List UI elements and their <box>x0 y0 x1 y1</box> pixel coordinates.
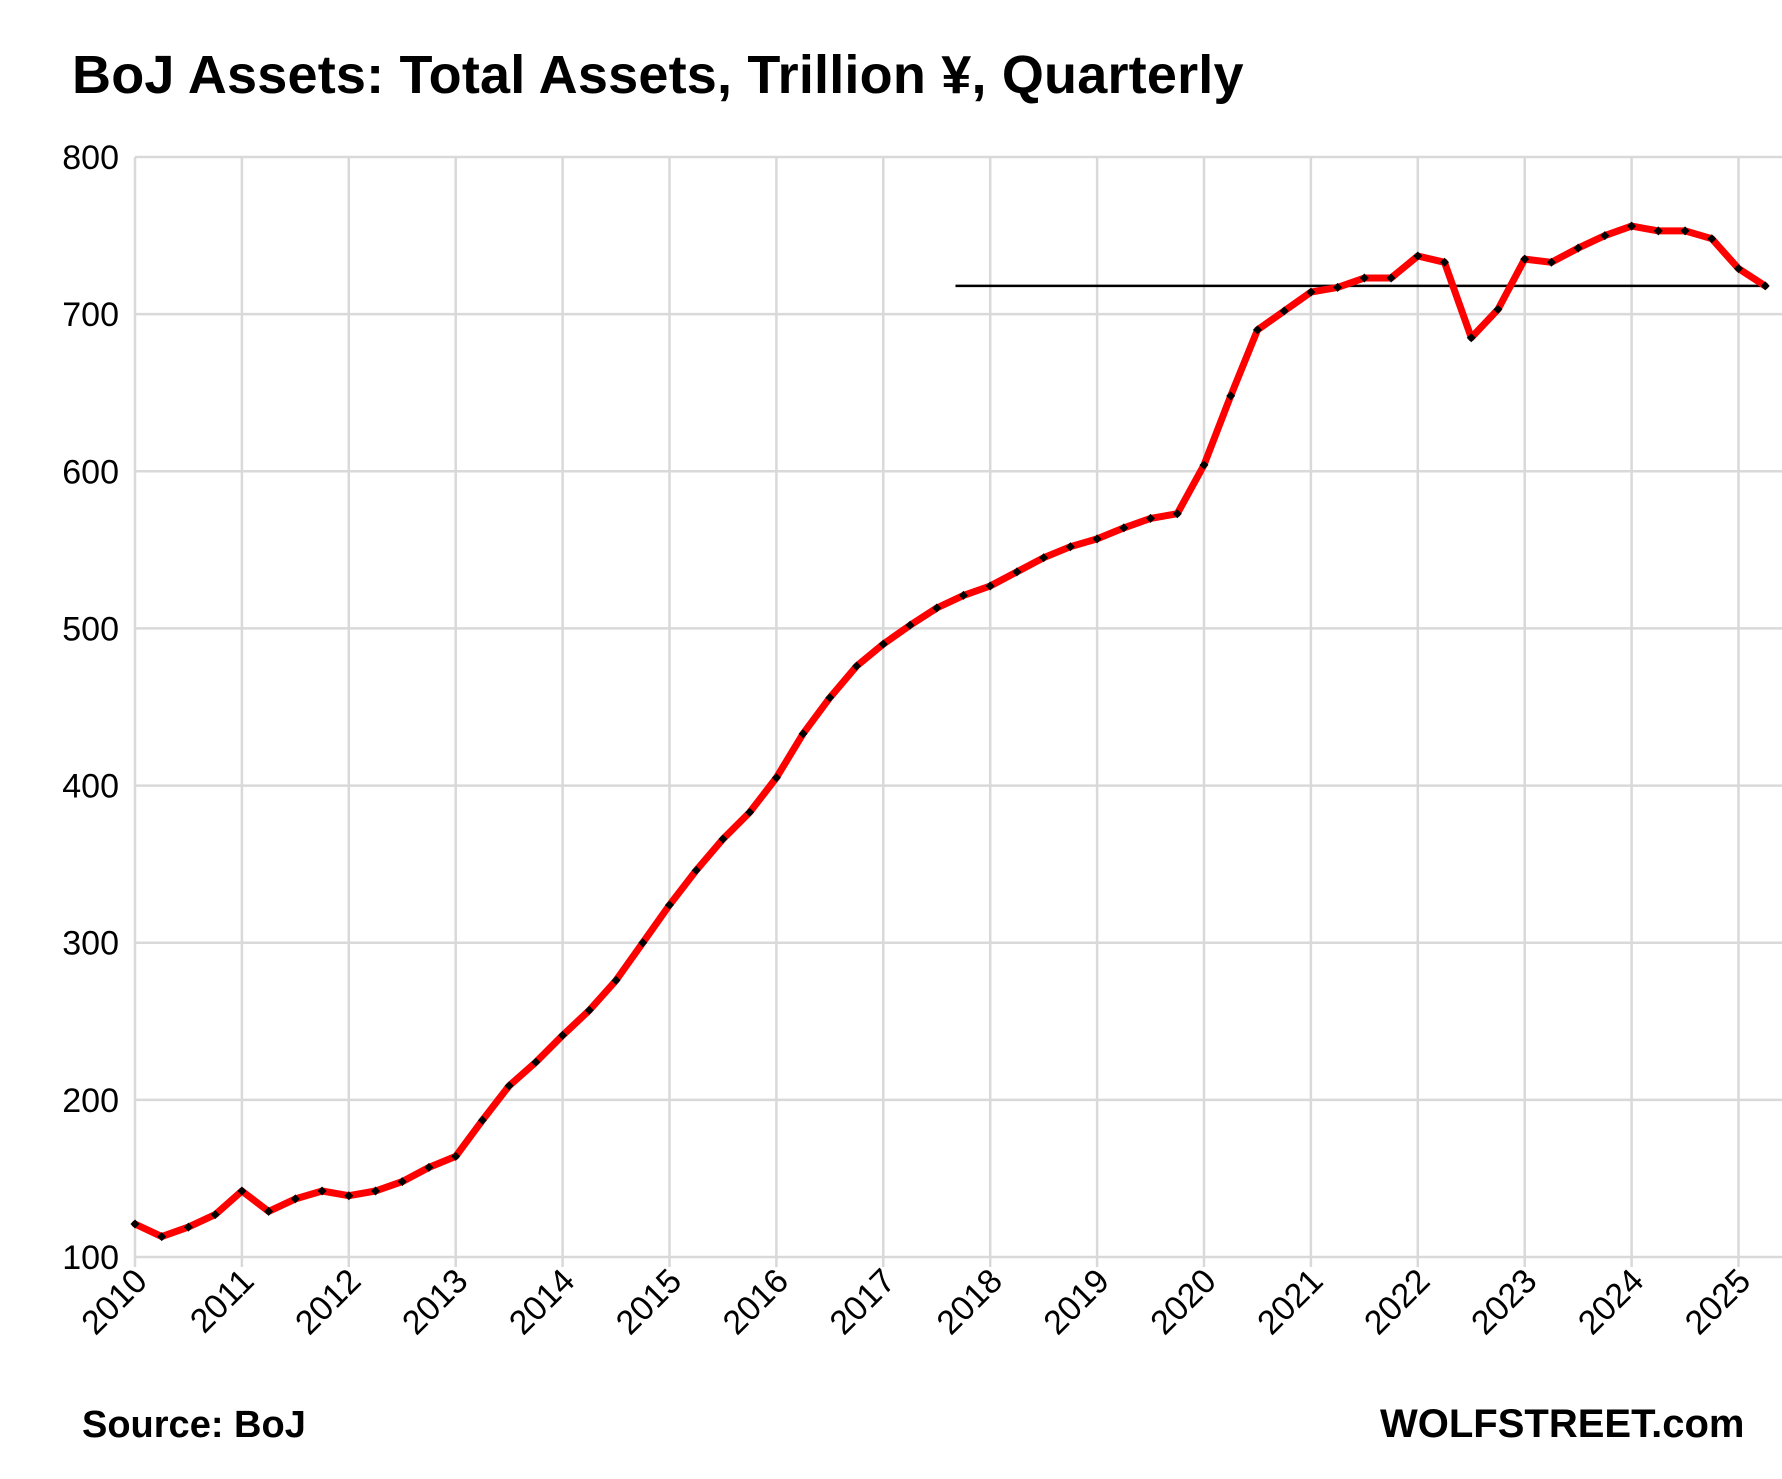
y-tick-label: 100 <box>62 1239 119 1277</box>
data-point <box>1279 306 1289 316</box>
data-point <box>1413 251 1423 261</box>
data-point <box>905 620 915 630</box>
data-point <box>958 590 968 600</box>
x-tick-label: 2020 <box>1143 1262 1223 1342</box>
data-point <box>1520 254 1530 264</box>
data-point <box>638 938 648 948</box>
data-point <box>1440 257 1450 267</box>
data-point <box>1199 460 1209 470</box>
x-tick-label: 2011 <box>183 1262 262 1341</box>
data-point <box>1333 282 1343 292</box>
x-tick-label: 2019 <box>1036 1262 1116 1342</box>
data-point <box>1493 304 1503 314</box>
data-point <box>371 1186 381 1196</box>
data-point <box>210 1210 220 1220</box>
x-tick-label: 2015 <box>609 1262 689 1342</box>
data-point <box>504 1081 514 1091</box>
x-tick-label: 2021 <box>1250 1262 1330 1342</box>
x-tick-label: 2024 <box>1571 1262 1651 1342</box>
y-tick-label: 500 <box>62 610 119 648</box>
data-point <box>1627 221 1637 231</box>
data-point <box>1039 553 1049 563</box>
data-point <box>531 1057 541 1067</box>
data-point <box>1092 534 1102 544</box>
x-tick-label: 2025 <box>1678 1262 1758 1342</box>
y-tick-label: 600 <box>62 453 119 491</box>
data-point <box>1546 257 1556 267</box>
data-point <box>451 1151 461 1161</box>
data-point <box>584 1005 594 1015</box>
data-point <box>157 1232 167 1242</box>
data-point <box>1065 542 1075 552</box>
data-point <box>1760 281 1770 291</box>
x-tick-label: 2022 <box>1357 1262 1437 1342</box>
data-point <box>1680 226 1690 236</box>
data-point <box>1252 325 1262 335</box>
x-tick-label: 2014 <box>502 1262 582 1342</box>
data-point <box>1119 523 1129 533</box>
grid-lines <box>135 155 1782 1257</box>
data-point <box>665 900 674 910</box>
data-point <box>424 1162 434 1172</box>
chart-title: BoJ Assets: Total Assets, Trillion ¥, Qu… <box>72 45 1244 105</box>
y-tick-label: 400 <box>62 768 119 806</box>
data-point <box>344 1191 354 1201</box>
data-point <box>477 1115 487 1125</box>
x-tick-label: 2017 <box>823 1262 903 1342</box>
data-point <box>1386 273 1396 283</box>
data-point <box>290 1194 300 1204</box>
data-point <box>1359 273 1369 283</box>
data-point <box>1600 231 1610 241</box>
data-point <box>1653 226 1663 236</box>
data-point <box>1146 513 1156 523</box>
data-point <box>397 1177 407 1187</box>
data-point <box>1707 234 1717 244</box>
series-group <box>130 221 1770 1242</box>
data-point <box>718 834 728 844</box>
data-point <box>611 975 621 985</box>
data-point <box>691 865 701 875</box>
brand-label: WOLFSTREET.com <box>1380 1402 1745 1446</box>
y-tick-label: 800 <box>62 139 119 177</box>
data-point <box>1734 264 1743 274</box>
data-point <box>237 1186 247 1196</box>
data-point <box>1306 287 1316 297</box>
data-point <box>745 807 755 817</box>
x-tick-label: 2018 <box>930 1262 1010 1342</box>
data-point <box>130 1219 140 1229</box>
y-tick-label: 200 <box>62 1082 119 1120</box>
data-point <box>852 661 862 671</box>
data-point <box>264 1206 274 1216</box>
x-tick-label: 2023 <box>1464 1262 1544 1342</box>
y-tick-label: 700 <box>62 296 119 334</box>
data-point <box>1172 509 1182 519</box>
x-tick-label: 2016 <box>716 1262 796 1342</box>
x-tick-label: 2013 <box>395 1262 475 1342</box>
source-label: Source: BoJ <box>82 1404 306 1446</box>
data-point <box>317 1186 327 1196</box>
x-tick-label: 2012 <box>288 1262 368 1342</box>
axes <box>133 157 1782 1267</box>
data-point <box>985 581 995 591</box>
data-point <box>183 1222 193 1232</box>
y-tick-label: 300 <box>62 925 119 963</box>
data-point <box>825 693 835 703</box>
data-point <box>1226 391 1236 401</box>
data-point <box>1466 333 1476 343</box>
series-line <box>131 222 1769 1241</box>
data-point <box>878 639 888 649</box>
data-point <box>771 773 781 783</box>
data-point <box>1012 567 1022 577</box>
data-point <box>932 603 942 613</box>
data-point <box>558 1030 568 1040</box>
data-point <box>1573 243 1583 253</box>
data-point <box>798 729 808 739</box>
